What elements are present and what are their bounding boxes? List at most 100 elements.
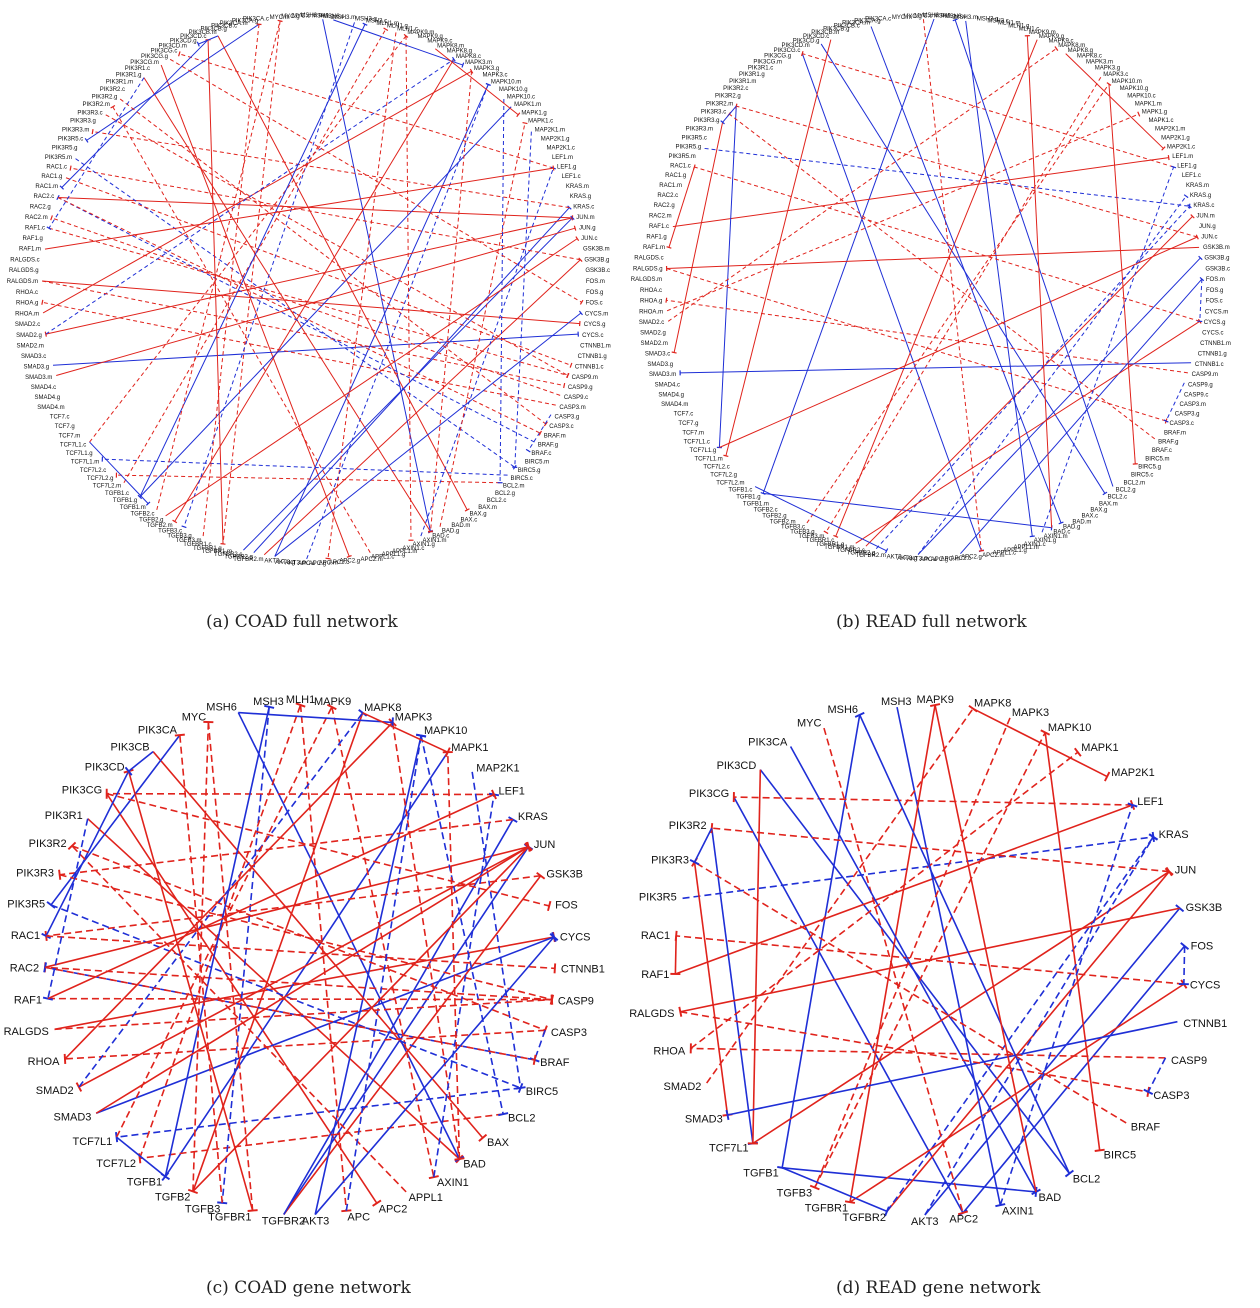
edge-mapk8-map2k1 xyxy=(972,707,1108,778)
node-label-msh6-m: MSH6.m xyxy=(300,13,323,19)
node-label-kras-g: KRAS.g xyxy=(1190,193,1211,199)
node-label-smad2-g: SMAD2.g xyxy=(640,331,666,337)
node-label-pik3cd-c: PIK3CD.c xyxy=(180,34,206,40)
node-label-smad3-c: SMAD3.c xyxy=(645,352,670,358)
edge-tcf7l1-c-mapk9-m xyxy=(89,35,407,443)
edge-head-tgfb3-c xyxy=(181,525,187,529)
node-label-mapk10-g: MAPK10.g xyxy=(1120,86,1149,92)
node-label-msh6: MSH6 xyxy=(206,702,237,714)
node-label-tcf7l2-g: TCF7L2.g xyxy=(710,473,737,479)
node-label-gsk3b: GSK3B xyxy=(1186,902,1223,914)
edge-head-mapk9 xyxy=(326,703,337,711)
edge-head-jun-c xyxy=(575,236,580,242)
node-label-tcf7l1: TCF7L1 xyxy=(73,1136,113,1148)
node-label-apc-g: APC.g xyxy=(309,561,326,567)
node-label-bcl2-m: BCL2.m xyxy=(1123,480,1145,486)
node-label-ctnnb1: CTNNB1 xyxy=(561,963,605,975)
coad-full-network-panel: MSH6.m MSH6.g MSH6.c MSH3.m MSH3.g MSH3.c MLH1… xyxy=(0,0,630,640)
edge-myc-m-tgfbr1-g xyxy=(222,20,281,544)
node-label-bad-g: BAD.g xyxy=(442,528,459,534)
node-label-tgfb1-c: TGFB1.c xyxy=(105,491,129,497)
node-label-msh6-g: MSH6.g xyxy=(934,13,956,19)
node-label-tgfb2-m: TGFB2.m xyxy=(147,523,173,529)
node-label-pik3r1-m: PIK3R1.m xyxy=(106,80,133,86)
node-label-pik3ca-c: PIK3CA.c xyxy=(243,17,269,23)
node-label-tcf7-c: TCF7.c xyxy=(50,415,70,421)
node-label-pik3cd-g: PIK3CD.g xyxy=(793,38,820,44)
node-label-pik3r1-m: PIK3R1.m xyxy=(729,79,756,85)
node-label-pik3cb-c: PIK3CB.c xyxy=(834,23,860,29)
edge-bcl2-msh6 xyxy=(858,714,1071,1174)
edge-head-casp9-g xyxy=(563,382,566,389)
node-label-bcl2-g: BCL2.g xyxy=(1116,488,1136,494)
node-label-tgfbr2: TGFBR2 xyxy=(262,1215,305,1227)
edge-rhoa-m-mapk1-g xyxy=(666,113,1139,312)
node-label-tcf7-m: TCF7.m xyxy=(682,430,704,436)
node-label-tgfbr2-m: TGFBR2.m xyxy=(233,557,263,563)
node-label-tcf7l1-c: TCF7L1.c xyxy=(60,442,86,448)
node-label-cycs-m: CYCS.m xyxy=(1205,309,1228,315)
edge-head-pik3cg-c xyxy=(178,51,181,57)
node-label-mapk10-g: MAPK10.g xyxy=(499,87,528,93)
edge-mapk3-bad xyxy=(391,722,461,1160)
node-label-gsk3b-m: GSK3B.m xyxy=(583,247,610,253)
edge-myc-tgfbr1 xyxy=(207,721,254,1211)
edge-pik3r1-g-bad-c xyxy=(143,77,431,532)
edge-pik3cd-c-tcf7l1-m xyxy=(725,39,832,456)
node-label-smad4-c: SMAD4.c xyxy=(31,385,56,391)
node-label-mlh1-g: MLH1.g xyxy=(1008,23,1029,29)
edge-bad-c-mapk9-m xyxy=(1026,35,1053,528)
node-label-lef1: LEF1 xyxy=(499,785,525,797)
node-label-mlh1-g: MLH1.g xyxy=(387,24,408,30)
node-label-tgfb3-g: TGFB3.g xyxy=(167,533,191,539)
edge-msh6-g-bad-c xyxy=(322,19,432,532)
edge-head-pik3ca-g xyxy=(256,23,262,26)
edge-axin1-lef1 xyxy=(433,794,495,1178)
node-label-bad-g: BAD.g xyxy=(1063,525,1080,531)
node-label-axin1-g: AXIN1.g xyxy=(1034,538,1056,544)
node-label-tgfb1-g: TGFB1.g xyxy=(736,495,760,501)
node-label-cycs: CYCS xyxy=(1190,980,1221,992)
node-label-ctnnb1: CTNNB1 xyxy=(1183,1018,1227,1030)
node-label-pik3r5-g: PIK3R5.g xyxy=(52,145,78,151)
edge-tgfb3-pik3ca xyxy=(179,735,223,1203)
node-label-smad2-g: SMAD2.g xyxy=(16,333,42,339)
edge-head-rac1-m xyxy=(59,185,64,190)
node-label-jun: JUN xyxy=(534,839,555,851)
edge-lef1-g-pik3cg-c xyxy=(802,53,1174,168)
node-label-akt3-g: AKT3.g xyxy=(897,556,917,562)
edge-head-braf xyxy=(532,1054,537,1065)
node-label-apc-c: APC.c xyxy=(298,561,315,567)
node-label-fos-c: FOS.c xyxy=(1206,299,1223,305)
node-label-msh6: MSH6 xyxy=(827,704,858,716)
edge-head-lef1 xyxy=(1127,802,1138,808)
node-label-myc: MYC xyxy=(182,711,207,723)
node-label-tgfbr2: TGFBR2 xyxy=(843,1212,886,1224)
node-label-apc-c: APC.c xyxy=(920,557,937,563)
node-label-rac1: RAC1 xyxy=(11,930,40,942)
node-label-pik3cd-m: PIK3CD.m xyxy=(159,43,187,49)
edge-kras-pik3r3 xyxy=(59,818,513,876)
node-label-birc5: BIRC5 xyxy=(1104,1150,1136,1162)
node-label-tgfb1-m: TGFB1.m xyxy=(743,501,769,507)
edge-apc-mapk10 xyxy=(345,735,422,1211)
node-label-mapk9-g: MAPK9.g xyxy=(417,34,442,40)
edge-head-pik3cd xyxy=(124,766,133,776)
node-label-lef1-c: LEF1.c xyxy=(562,174,581,180)
edge-head-msh3-c xyxy=(362,22,368,26)
edge-msh6-tgfb1 xyxy=(781,714,861,1168)
edge-lef1-pik3cg xyxy=(733,796,1133,806)
edge-mapk10-m-birc5-g xyxy=(1108,83,1136,464)
node-label-tgfbr1-g: TGFBR1.g xyxy=(816,542,845,548)
node-label-mapk9-g: MAPK9.g xyxy=(1039,34,1064,40)
node-label-pik3cb: PIK3CB xyxy=(110,742,149,754)
node-label-rac1-g: RAC1.g xyxy=(41,174,62,180)
node-label-casp9-g: CASP9.g xyxy=(1188,382,1213,388)
node-label-fos-c: FOS.c xyxy=(586,301,603,307)
node-label-mapk3-g: MAPK3.g xyxy=(1095,66,1120,72)
node-label-pik3cg-m: PIK3CG.m xyxy=(130,60,159,66)
node-label-tgfbr1-c: TGFBR1.c xyxy=(183,542,211,548)
edge-head-jun xyxy=(524,842,533,851)
edge-pik3r2-pik3r3 xyxy=(693,827,713,863)
node-label-mapk10-c: MAPK10.c xyxy=(1127,94,1155,100)
